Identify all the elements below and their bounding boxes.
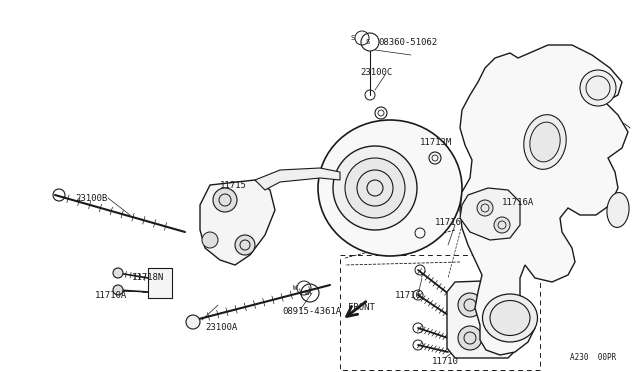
Text: 23100B: 23100B bbox=[75, 193, 108, 202]
Ellipse shape bbox=[483, 294, 538, 342]
Circle shape bbox=[458, 293, 482, 317]
Text: 23100C: 23100C bbox=[360, 67, 392, 77]
Ellipse shape bbox=[524, 115, 566, 169]
Text: 11716: 11716 bbox=[435, 218, 462, 227]
Ellipse shape bbox=[607, 193, 629, 227]
Polygon shape bbox=[447, 280, 518, 358]
Polygon shape bbox=[200, 180, 275, 265]
Text: 11718N: 11718N bbox=[132, 273, 164, 282]
Text: 11715: 11715 bbox=[220, 180, 247, 189]
Circle shape bbox=[202, 232, 218, 248]
Polygon shape bbox=[460, 45, 628, 355]
Polygon shape bbox=[148, 268, 172, 298]
Text: 11716: 11716 bbox=[395, 291, 422, 299]
Circle shape bbox=[477, 200, 493, 216]
Text: S: S bbox=[366, 39, 371, 45]
Text: W: W bbox=[293, 285, 297, 291]
Circle shape bbox=[494, 217, 510, 233]
Polygon shape bbox=[460, 188, 520, 240]
Circle shape bbox=[113, 285, 123, 295]
Text: 11716A: 11716A bbox=[502, 198, 534, 206]
Ellipse shape bbox=[530, 122, 560, 162]
Text: FRONT: FRONT bbox=[348, 304, 375, 312]
Polygon shape bbox=[255, 168, 340, 190]
Text: A230  00PR: A230 00PR bbox=[570, 353, 616, 362]
Circle shape bbox=[113, 268, 123, 278]
Circle shape bbox=[580, 70, 616, 106]
Circle shape bbox=[186, 315, 200, 329]
Circle shape bbox=[235, 235, 255, 255]
Text: 23100A: 23100A bbox=[205, 324, 237, 333]
Text: S: S bbox=[351, 35, 355, 41]
Text: 11713M: 11713M bbox=[420, 138, 452, 147]
Text: 08915-4361A: 08915-4361A bbox=[282, 308, 341, 317]
Circle shape bbox=[458, 326, 482, 350]
Text: W: W bbox=[305, 290, 309, 296]
Text: 11710A: 11710A bbox=[95, 291, 127, 299]
Text: 08360-51062: 08360-51062 bbox=[378, 38, 437, 46]
Ellipse shape bbox=[318, 120, 462, 256]
Text: 11710: 11710 bbox=[432, 357, 459, 366]
Circle shape bbox=[333, 146, 417, 230]
Circle shape bbox=[213, 188, 237, 212]
Circle shape bbox=[345, 158, 405, 218]
Circle shape bbox=[483, 326, 507, 350]
Circle shape bbox=[483, 293, 507, 317]
Ellipse shape bbox=[490, 301, 530, 336]
